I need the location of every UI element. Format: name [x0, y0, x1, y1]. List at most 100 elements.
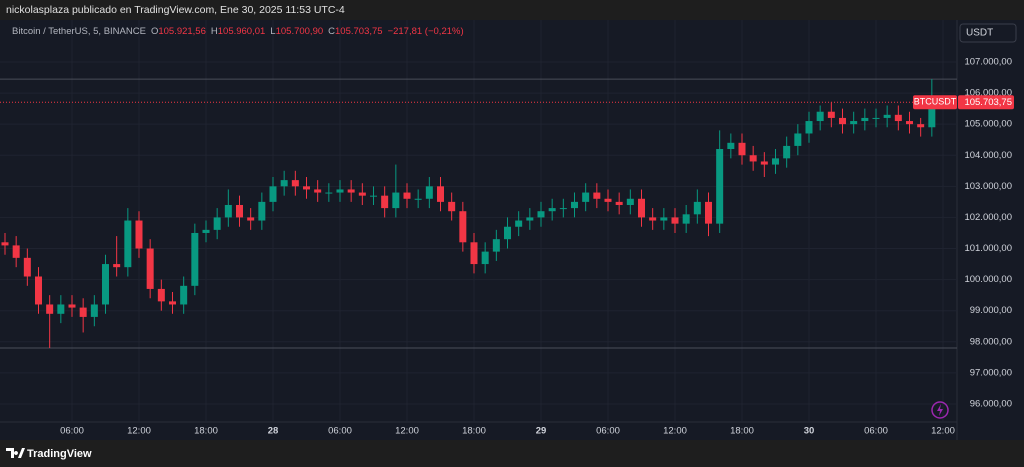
candle-body: [515, 220, 523, 227]
candle-body: [258, 201, 266, 221]
alert-icon[interactable]: [931, 401, 949, 419]
candle-body: [437, 186, 444, 202]
candle-body: [470, 242, 478, 265]
candle-body: [303, 186, 310, 190]
candle-body: [180, 285, 188, 305]
change: −217,81 (−0,21%): [387, 26, 464, 37]
ohlc-label: O: [150, 26, 159, 37]
y-tick-label: 100.000,00: [964, 274, 1012, 285]
x-tick-label: 12:00: [127, 426, 151, 437]
candle-body: [649, 217, 657, 221]
x-tick-label: 18:00: [730, 426, 754, 437]
candle-body: [693, 201, 701, 215]
candle-body: [135, 220, 143, 249]
x-tick-label: 18:00: [194, 426, 218, 437]
candle-body: [705, 201, 712, 224]
candle-body: [124, 220, 132, 268]
legend: Bitcoin / TetherUS, 5, BINANCE O105.921,…: [12, 26, 464, 37]
candle-body: [23, 257, 31, 277]
candle-body: [760, 161, 768, 165]
candle-body: [35, 276, 42, 305]
candle-body: [291, 180, 299, 187]
top-bar-text: nickolasplaza publicado en TradingView.c…: [6, 4, 345, 16]
footer: [0, 440, 1024, 467]
x-tick-label: 12:00: [931, 426, 955, 437]
candle-body: [370, 195, 377, 197]
alert-icon-bolt: [937, 404, 943, 416]
x-tick-label: 06:00: [328, 426, 352, 437]
candle-body: [314, 189, 322, 193]
candle-body: [682, 214, 690, 224]
ohlc-value: 105.700,90: [275, 26, 324, 37]
chart-area: [0, 20, 1024, 440]
candle-body: [894, 114, 902, 122]
currency-box[interactable]: [959, 23, 1017, 43]
y-tick-label: 103.000,00: [964, 181, 1012, 192]
ohlc-item: H105.960,01: [211, 26, 265, 37]
candle-body: [805, 121, 813, 134]
candle-body: [236, 204, 243, 218]
candle-body: [906, 121, 913, 125]
candle-body: [582, 192, 590, 202]
last-price-label: 105.703,75: [964, 97, 1012, 108]
candle-body: [638, 198, 645, 218]
candle-body: [504, 226, 511, 240]
y-tick-label: 106.000,00: [964, 88, 1012, 99]
ohlc-value: 105.960,01: [217, 26, 266, 37]
candle-body: [392, 192, 400, 209]
symbol-badge: BTCUSDT: [914, 97, 957, 107]
candle-body: [526, 217, 534, 221]
candle-body: [280, 180, 288, 187]
footer-logo: [6, 448, 25, 458]
candle-body: [90, 304, 98, 317]
candle-body: [481, 251, 489, 265]
candle-body: [772, 158, 779, 165]
candle-body: [169, 301, 176, 305]
candle-body: [347, 189, 355, 193]
candle-body: [414, 198, 422, 200]
ohlc-value: 105.921,56: [158, 26, 206, 37]
ohlc-item: C105.703,75: [328, 26, 382, 37]
candle-body: [660, 217, 668, 221]
candle-body: [749, 155, 757, 162]
symbol: Bitcoin / TetherUS, 5, BINANCE: [12, 26, 146, 37]
candle-body: [727, 142, 735, 150]
x-tick-label: 28: [268, 426, 279, 437]
candle-body: [839, 117, 846, 125]
candle-body: [783, 145, 791, 159]
candle-body: [928, 102, 936, 128]
candles: [0, 79, 957, 349]
candle-body: [358, 192, 366, 196]
candle-body: [336, 189, 344, 193]
candle-body: [247, 217, 255, 221]
candle-body: [861, 117, 869, 122]
currency: USDT: [966, 28, 993, 39]
candle-body: [46, 304, 54, 314]
candle-body: [492, 239, 500, 252]
candle-body: [12, 245, 20, 258]
candle-body: [403, 192, 411, 199]
y-tick-label: 104.000,00: [964, 150, 1012, 161]
ohlc-item: L105.700,90: [270, 26, 323, 37]
candle-body: [593, 192, 601, 199]
candle-body: [57, 304, 65, 314]
candle-body: [113, 264, 121, 268]
candle-body: [794, 133, 802, 146]
candle-body: [872, 117, 880, 119]
candle-body: [269, 186, 277, 202]
candle-body: [626, 198, 634, 205]
candle-body: [850, 121, 858, 125]
x-tick-label: 06:00: [596, 426, 620, 437]
axes: 96.000,00 97.000,00 98.000,00 99.000,00 100.…: [60, 56, 1014, 437]
y-tick-label: 107.000,00: [964, 56, 1012, 67]
candle-body: [716, 149, 724, 224]
candle-body: [448, 201, 456, 212]
ohlc-label: H: [210, 26, 218, 37]
candle-body: [157, 288, 165, 302]
x-tick-label: 30: [804, 426, 815, 437]
ohlc-item: O105.921,56: [151, 26, 206, 37]
candle-body: [671, 217, 679, 224]
candle-body: [213, 217, 221, 230]
x-tick-label: 18:00: [462, 426, 486, 437]
